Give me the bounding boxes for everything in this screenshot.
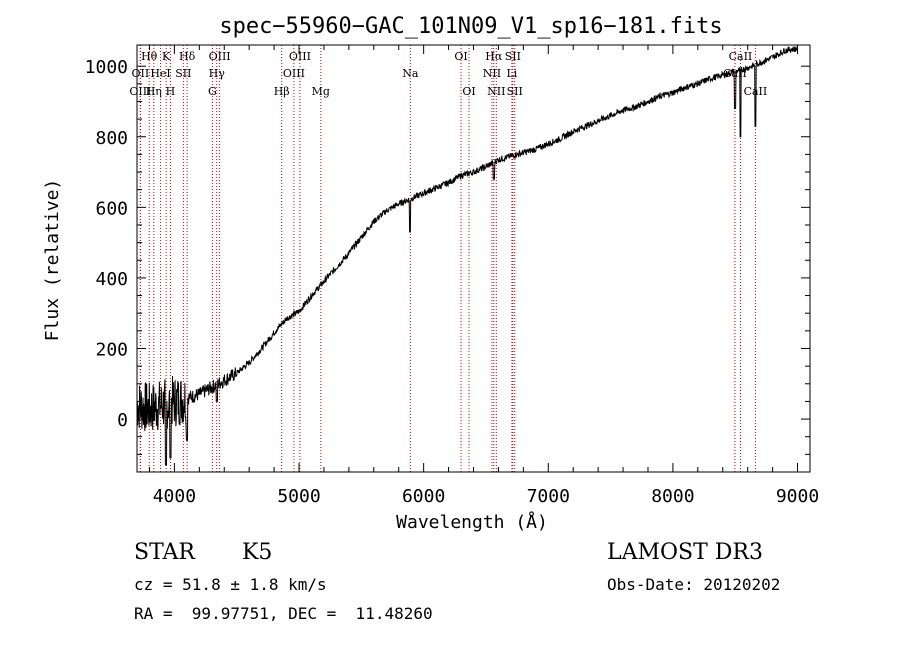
line-label: G <box>208 85 217 98</box>
y-tick-label: 800 <box>95 128 128 149</box>
x-tick-label: 5000 <box>277 486 320 507</box>
spectrum-line <box>136 45 798 466</box>
line-label: Hγ <box>209 67 226 80</box>
object-subclass: K5 <box>242 540 273 565</box>
line-label: HeI <box>150 67 170 80</box>
line-label: CaII <box>723 67 747 80</box>
line-label: OIII <box>283 67 305 80</box>
line-label: Hβ <box>274 85 290 98</box>
y-tick-label: 200 <box>95 339 128 360</box>
spectral-line-markers <box>139 45 756 472</box>
y-axis-ticks: 0 200 400 600 800 1000 <box>85 57 810 455</box>
observation-date: Obs-Date: 20120202 <box>607 575 781 594</box>
line-label: OI <box>462 85 475 98</box>
object-class: STAR <box>134 540 195 565</box>
chart-title: spec−55960−GAC_101N09_V1_sp16−181.fits <box>219 14 722 39</box>
line-label: OI <box>454 50 467 63</box>
line-label: Hη <box>146 85 162 98</box>
line-label: Hα <box>485 50 503 63</box>
line-label: NII <box>483 67 501 80</box>
x-tick-label: 4000 <box>153 486 196 507</box>
line-label: CaII <box>744 85 768 98</box>
spectrum-series <box>136 45 798 466</box>
x-tick-label: 9000 <box>776 486 819 507</box>
spectral-line-labels: Hθ OII OIII K HeI Hη Hδ SII H OIII Hγ G Hβ OIII OIII Mg… <box>129 50 767 98</box>
survey-name: LAMOST DR3 <box>607 540 763 565</box>
plot-frame <box>136 44 811 473</box>
line-label: NII <box>487 85 505 98</box>
line-label: OII <box>132 67 150 80</box>
y-tick-label: 400 <box>95 269 128 290</box>
line-label: Na <box>402 67 419 80</box>
line-label: Hθ <box>141 50 158 63</box>
y-tick-label: 1000 <box>85 57 128 78</box>
line-label: Mg <box>312 85 330 98</box>
line-label: K <box>162 50 171 63</box>
line-label: SII <box>507 85 523 98</box>
y-tick-label: 0 <box>117 410 128 431</box>
line-label: SII <box>175 67 191 80</box>
line-label: H <box>166 85 176 98</box>
x-axis-ticks: 4000 5000 6000 7000 8000 9000 <box>148 45 819 507</box>
redshift-velocity: cz = 51.8 ± 1.8 km/s <box>134 575 327 594</box>
sky-coordinates: RA = 99.97751, DEC = 11.48260 <box>134 604 433 623</box>
x-axis-title: Wavelength (Å) <box>396 511 548 533</box>
line-label: OIII <box>129 85 151 98</box>
line-label: OIII <box>289 50 311 63</box>
line-label: SII <box>505 50 521 63</box>
line-label: Li <box>506 67 517 80</box>
line-label: OIII <box>209 50 231 63</box>
y-axis-title: Flux (relative) <box>42 179 63 342</box>
x-tick-label: 6000 <box>402 486 445 507</box>
line-label: Hδ <box>179 50 196 63</box>
x-tick-label: 7000 <box>527 486 570 507</box>
y-tick-label: 600 <box>95 198 128 219</box>
line-label: CaII <box>729 50 753 63</box>
x-tick-label: 8000 <box>651 486 694 507</box>
